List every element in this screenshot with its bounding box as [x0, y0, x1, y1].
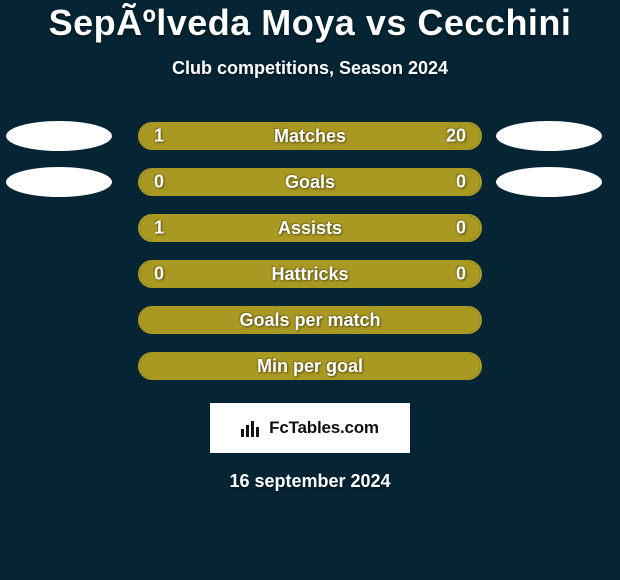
stat-row: 0 0 Goals	[0, 167, 620, 197]
stat-row: Goals per match	[0, 305, 620, 335]
stat-bar: Goals per match	[138, 306, 482, 334]
stat-label: Assists	[278, 218, 342, 239]
watermark-chart-icon	[241, 419, 263, 437]
stat-row: 1 20 Matches	[0, 121, 620, 151]
stat-row: Min per goal	[0, 351, 620, 381]
stats-rows: 1 20 Matches 0 0 Goals 1 0 Assists 0 0 Hattricks Goa…	[0, 121, 620, 381]
stat-value-left: 1	[154, 218, 164, 239]
stat-bar: 0 0 Goals	[138, 168, 482, 196]
snapshot-date: 16 september 2024	[0, 471, 620, 492]
player-right-badge	[496, 121, 602, 151]
player-right-badge	[496, 167, 602, 197]
stat-value-right: 0	[456, 218, 466, 239]
stat-bar-fill-right	[310, 170, 480, 194]
stat-row: 1 0 Assists	[0, 213, 620, 243]
stat-label: Hattricks	[271, 264, 348, 285]
player-left-badge	[6, 121, 112, 151]
stat-label: Min per goal	[257, 356, 363, 377]
stat-label: Matches	[274, 126, 346, 147]
stat-value-left: 0	[154, 264, 164, 285]
stat-bar: Min per goal	[138, 352, 482, 380]
page-title: SepÃºlveda Moya vs Cecchini	[0, 2, 620, 44]
stat-bar: 0 0 Hattricks	[138, 260, 482, 288]
stat-value-left: 1	[154, 126, 164, 147]
stat-row: 0 0 Hattricks	[0, 259, 620, 289]
subtitle: Club competitions, Season 2024	[0, 58, 620, 79]
watermark-text: FcTables.com	[269, 418, 379, 438]
stat-value-right: 0	[456, 264, 466, 285]
stat-label: Goals	[285, 172, 335, 193]
comparison-infographic: SepÃºlveda Moya vs Cecchini Club competi…	[0, 0, 620, 580]
stat-value-right: 0	[456, 172, 466, 193]
stat-bar: 1 20 Matches	[138, 122, 482, 150]
stat-value-left: 0	[154, 172, 164, 193]
stat-label: Goals per match	[239, 310, 380, 331]
stat-value-right: 20	[446, 126, 466, 147]
player-left-badge	[6, 167, 112, 197]
watermark: FcTables.com	[210, 403, 410, 453]
stat-bar: 1 0 Assists	[138, 214, 482, 242]
